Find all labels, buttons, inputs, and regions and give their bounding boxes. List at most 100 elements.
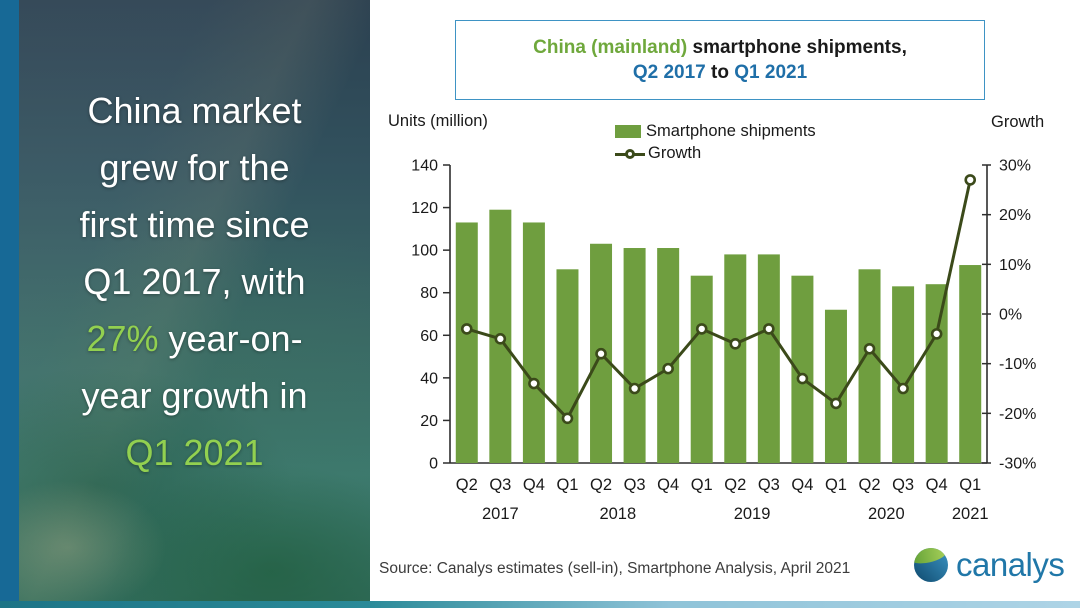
chart-title-line: Q2 2017 to Q1 2021 bbox=[633, 62, 807, 84]
growth-marker bbox=[662, 362, 674, 375]
chart-title-line-segment: smartphone shipments, bbox=[687, 36, 907, 58]
quarter-label: Q1 bbox=[556, 476, 578, 494]
shipment-bar bbox=[824, 309, 847, 463]
chart-title-line: China (mainland) smartphone shipments, bbox=[533, 37, 907, 59]
left-axis-tick-label: 120 bbox=[411, 200, 438, 217]
chart-title-line-segment: China (mainland) bbox=[533, 36, 688, 58]
shipments-swatch-icon bbox=[615, 125, 641, 138]
left-edge-stripe bbox=[0, 0, 19, 608]
growth-line-icon bbox=[615, 147, 645, 161]
chart-title-line-segment: Q2 2017 bbox=[632, 61, 706, 83]
shipment-bar bbox=[925, 284, 948, 463]
sidebar-text-line: Q1 2017, with bbox=[19, 253, 370, 310]
growth-marker bbox=[763, 323, 775, 335]
chart-panel: China (mainland) smartphone shipments, Q2… bbox=[370, 0, 1080, 608]
quarter-label: Q2 bbox=[859, 476, 881, 494]
growth-line bbox=[466, 179, 972, 421]
growth-marker bbox=[796, 372, 809, 385]
quarter-label: Q3 bbox=[892, 476, 914, 494]
shipment-bar bbox=[690, 275, 713, 463]
left-axis-tick-label: 80 bbox=[420, 285, 438, 302]
sidebar-text-line-segment: first time since bbox=[79, 204, 310, 245]
shipment-bar bbox=[959, 265, 982, 463]
quarter-label: Q3 bbox=[489, 476, 511, 494]
right-axis-tick-label: 30% bbox=[999, 158, 1031, 175]
growth-marker bbox=[830, 397, 842, 410]
quarter-label: Q2 bbox=[456, 476, 478, 494]
sidebar-text-line-segment: Q1 2017, with bbox=[83, 261, 306, 302]
shipment-bar bbox=[858, 269, 881, 463]
year-label: 2018 bbox=[599, 505, 636, 523]
quarter-label: Q3 bbox=[758, 476, 780, 494]
quarter-label: Q4 bbox=[657, 476, 679, 494]
sidebar-headline: China market grew for the first time since… bbox=[19, 82, 370, 481]
right-axis-tick-label: 0% bbox=[999, 307, 1022, 324]
growth-marker bbox=[528, 377, 540, 390]
legend-item-shipments: Smartphone shipments bbox=[615, 122, 816, 141]
left-axis-tick-label: 0 bbox=[429, 456, 438, 473]
legend-label-shipments: Smartphone shipments bbox=[646, 122, 816, 140]
growth-marker bbox=[460, 323, 473, 335]
quarter-label: Q4 bbox=[926, 476, 948, 494]
sidebar-text-line-segment: year-on- bbox=[158, 318, 303, 359]
shipment-bar bbox=[657, 248, 680, 463]
right-axis-tick-label: 20% bbox=[999, 207, 1031, 224]
sidebar-text-line: grew for the bbox=[19, 139, 370, 196]
sidebar-text-line-segment: year growth in bbox=[81, 375, 308, 416]
growth-marker bbox=[930, 328, 943, 340]
growth-marker bbox=[561, 412, 574, 425]
sidebar-text-line: year growth in bbox=[19, 367, 370, 424]
growth-marker bbox=[628, 382, 641, 395]
source-note: Source: Canalys estimates (sell-in), Sma… bbox=[379, 560, 851, 577]
legend-label-growth: Growth bbox=[648, 144, 702, 162]
year-label: 2019 bbox=[734, 505, 771, 523]
year-label: 2020 bbox=[868, 505, 905, 523]
shipment-bar bbox=[623, 248, 646, 463]
quarter-label: Q4 bbox=[523, 476, 545, 494]
legend-item-growth: Growth bbox=[615, 144, 816, 163]
shipment-bar bbox=[556, 269, 579, 463]
shipment-bar bbox=[791, 275, 814, 463]
growth-marker bbox=[695, 323, 708, 335]
left-axis-tick-label: 140 bbox=[411, 158, 438, 175]
chart-legend: Smartphone shipments Growth bbox=[615, 122, 816, 163]
left-axis-tick-label: 20 bbox=[420, 413, 438, 430]
left-axis-tick-label: 40 bbox=[420, 370, 438, 387]
year-label: 2017 bbox=[482, 505, 519, 523]
left-axis-tick-label: 100 bbox=[411, 243, 438, 260]
growth-marker bbox=[964, 174, 977, 186]
canalys-globe-icon bbox=[914, 548, 948, 582]
left-axis-tick-label: 60 bbox=[420, 328, 438, 345]
quarter-label: Q1 bbox=[691, 476, 713, 494]
sidebar-text-line-segment: China market bbox=[87, 90, 302, 131]
left-axis-title: Units (million) bbox=[388, 112, 488, 130]
right-axis-tick-label: -30% bbox=[999, 456, 1036, 473]
shipment-bar bbox=[757, 254, 780, 463]
quarter-label: Q1 bbox=[825, 476, 847, 494]
right-axis-title: Growth bbox=[991, 113, 1045, 131]
shipment-bar bbox=[724, 254, 747, 463]
sidebar-text-line: first time since bbox=[19, 196, 370, 253]
year-label: 2021 bbox=[952, 505, 989, 523]
shipment-bar bbox=[455, 222, 478, 463]
quarter-label: Q2 bbox=[590, 476, 612, 494]
quarter-label: Q2 bbox=[724, 476, 746, 494]
canalys-logo: canalys bbox=[913, 546, 1065, 584]
logo-wordmark: canalys bbox=[956, 546, 1065, 583]
sidebar-text-line: 27% year-on- bbox=[19, 310, 370, 367]
growth-marker bbox=[897, 382, 909, 395]
quarter-label: Q4 bbox=[791, 476, 813, 494]
quarter-label: Q3 bbox=[624, 476, 646, 494]
sidebar-text-line-segment: Q1 2021 bbox=[125, 432, 264, 473]
growth-marker bbox=[494, 333, 507, 345]
sidebar-text-line: China market bbox=[19, 82, 370, 139]
right-axis-tick-label: -20% bbox=[999, 406, 1036, 423]
right-axis-tick-label: 10% bbox=[999, 257, 1031, 274]
shipments-growth-chart: 0 20 40 60 80 100 120 140 -30% -20% -10% 0% 10% 20% 30… bbox=[411, 158, 1036, 524]
quarter-label: Q1 bbox=[959, 476, 981, 494]
right-axis-tick-label: -10% bbox=[999, 356, 1036, 373]
growth-marker bbox=[595, 347, 607, 360]
sidebar-text-line: Q1 2021 bbox=[19, 424, 370, 481]
shipment-bar bbox=[892, 286, 915, 463]
